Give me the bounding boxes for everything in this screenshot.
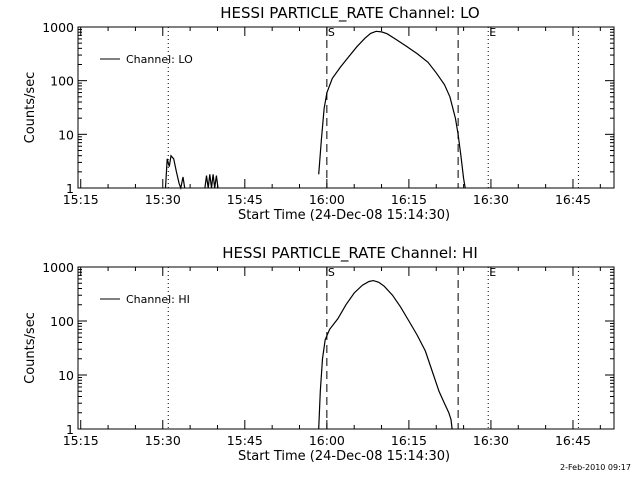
chart-title: HESSI PARTICLE_RATE Channel: LO (220, 4, 479, 23)
marker-label: E (489, 26, 496, 39)
x-tick-label: 16:15 (391, 433, 427, 448)
y-axis-label: Counts/sec (23, 312, 38, 384)
series-line (204, 174, 219, 189)
x-tick-label: 15:15 (63, 433, 99, 448)
x-tick-label: 16:00 (309, 433, 345, 448)
timestamp: 2-Feb-2010 09:17 (560, 463, 631, 472)
x-tick-label: 15:45 (227, 192, 263, 207)
x-tick-label: 16:30 (473, 192, 509, 207)
legend-label: Channel: HI (126, 293, 190, 306)
x-tick-label: 16:45 (555, 192, 591, 207)
series-line (318, 279, 453, 430)
y-tick-label: 1000 (42, 20, 74, 35)
y-tick-label: 10 (58, 127, 74, 142)
marker-label: S (328, 266, 335, 279)
plot-frame (77, 266, 615, 430)
y-tick-label: 100 (50, 314, 74, 329)
x-tick-label: 15:15 (63, 192, 99, 207)
y-tick-label: 100 (50, 74, 74, 89)
plot-frame (77, 26, 615, 189)
y-tick-label: 1 (66, 422, 74, 437)
marker-label: S (328, 26, 335, 39)
series-line (318, 30, 466, 189)
y-tick-label: 1000 (42, 260, 74, 275)
x-tick-label: 16:30 (473, 433, 509, 448)
x-tick-label: 15:30 (145, 433, 181, 448)
x-tick-label: 15:30 (145, 192, 181, 207)
y-axis-label: Counts/sec (23, 72, 38, 144)
marker-label: E (489, 266, 496, 279)
series-line (164, 154, 186, 191)
x-axis-label: Start Time (24-Dec-08 15:14:30) (238, 208, 450, 223)
y-tick-label: 10 (58, 368, 74, 383)
x-tick-label: 16:15 (391, 192, 427, 207)
panel-lo: HESSI PARTICLE_RATE Channel: LO 15:15 15:3… (23, 4, 615, 223)
x-tick-label: 16:00 (309, 192, 345, 207)
x-axis-label: Start Time (24-Dec-08 15:14:30) (238, 449, 450, 464)
panel-hi: HESSI PARTICLE_RATE Channel: HI 15:15 15:3… (23, 244, 615, 464)
x-tick-label: 15:45 (227, 433, 263, 448)
y-tick-label: 1 (66, 181, 74, 196)
legend-label: Channel: LO (126, 53, 193, 66)
x-tick-label: 16:45 (555, 433, 591, 448)
chart-title: HESSI PARTICLE_RATE Channel: HI (222, 244, 478, 263)
